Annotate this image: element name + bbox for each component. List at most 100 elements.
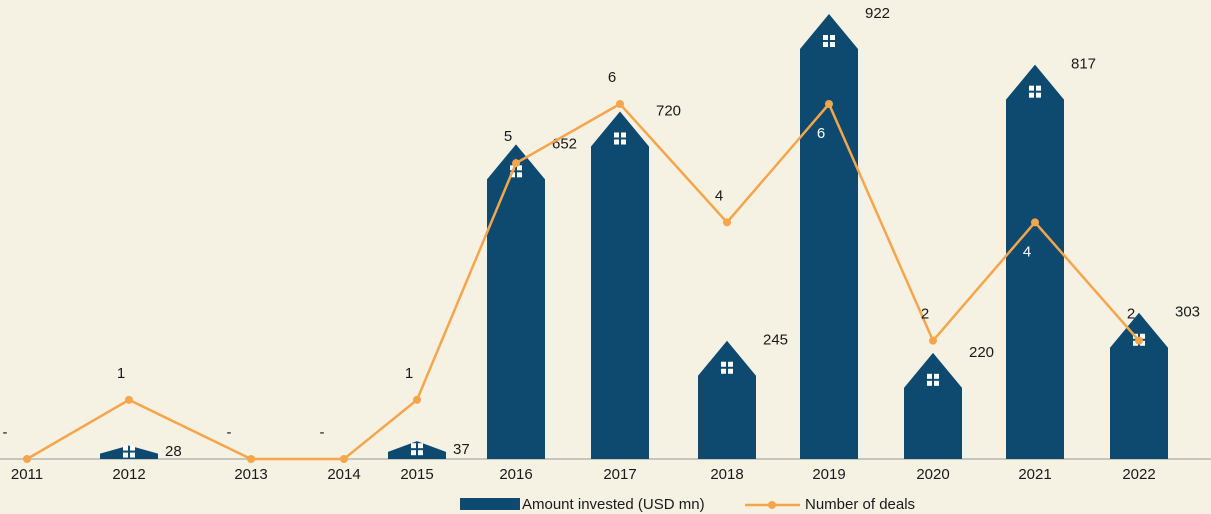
x-tick-label: 2011 (11, 466, 43, 483)
legend-label: Amount invested (USD mn) (522, 496, 705, 513)
window-pane (130, 445, 135, 451)
amount-label: 28 (165, 443, 182, 460)
window-icon (1029, 85, 1041, 98)
window-pane (830, 35, 835, 40)
window-pane (830, 42, 835, 47)
house-bar (800, 14, 858, 459)
window-pane (517, 172, 522, 178)
deals-label: - (320, 424, 325, 441)
window-pane (621, 139, 626, 145)
x-tick-label: 2017 (603, 466, 636, 483)
window-pane (1036, 85, 1041, 91)
house-bar (904, 352, 962, 459)
x-tick-label: 2021 (1018, 466, 1051, 483)
deals-label: 1 (405, 365, 413, 382)
window-pane (721, 368, 726, 374)
legend-swatch (460, 498, 520, 510)
window-pane (823, 42, 828, 47)
amount-label: 220 (969, 344, 994, 361)
deals-label: 1 (117, 365, 125, 382)
window-icon (927, 373, 939, 386)
window-pane (614, 132, 619, 138)
window-pane (130, 452, 135, 458)
window-pane (1036, 92, 1041, 98)
window-pane (1133, 340, 1138, 346)
house-bar (388, 441, 446, 459)
house-bar (100, 445, 158, 459)
window-pane (418, 443, 423, 449)
deals-point (929, 336, 937, 345)
window-pane (927, 373, 932, 379)
amount-label: 922 (865, 5, 890, 22)
house-bar (1110, 312, 1168, 459)
window-pane (1029, 85, 1034, 91)
deals-line (26, 101, 1140, 461)
house-bar (487, 144, 545, 460)
x-tick-label: 2015 (400, 466, 433, 483)
amount-label: 720 (656, 102, 681, 119)
deals-label: 4 (715, 187, 723, 204)
house-bar (698, 340, 756, 459)
window-icon (411, 443, 423, 456)
deals-label: 6 (817, 125, 825, 142)
deals-point (1031, 218, 1039, 227)
window-pane (123, 452, 128, 458)
window-pane (823, 35, 828, 40)
x-tick-label: 2022 (1122, 466, 1155, 483)
window-pane (411, 443, 416, 449)
window-pane (411, 450, 416, 456)
window-pane (123, 445, 128, 451)
amount-label: 817 (1071, 56, 1096, 73)
deals-point (825, 100, 833, 108)
amount-label: 245 (763, 332, 788, 349)
deals-point (247, 455, 255, 463)
deals-point (23, 455, 31, 463)
window-pane (614, 139, 619, 145)
window-pane (621, 132, 626, 138)
x-tick-label: 2018 (710, 466, 743, 483)
house-bar (1006, 64, 1064, 460)
window-pane (1140, 340, 1145, 346)
house-bar (591, 111, 649, 460)
window-pane (510, 172, 515, 178)
x-tick-label: 2014 (327, 466, 360, 483)
deals-label: - (3, 424, 8, 441)
deals-label: 2 (1127, 306, 1135, 323)
amount-label: 652 (552, 135, 577, 152)
deals-point (512, 159, 520, 168)
deals-label: 5 (504, 128, 512, 145)
window-pane (934, 373, 939, 379)
window-pane (1029, 92, 1034, 98)
x-tick-label: 2013 (234, 466, 267, 483)
window-icon (510, 165, 522, 178)
window-pane (728, 368, 733, 374)
window-pane (728, 361, 733, 367)
deals-point (1135, 336, 1143, 345)
deals-label: 4 (1023, 243, 1031, 260)
window-pane (721, 361, 726, 367)
window-pane (418, 450, 423, 456)
window-pane (934, 380, 939, 386)
window-icon (614, 132, 626, 145)
x-tick-label: 2020 (916, 466, 949, 483)
deals-point (125, 395, 133, 404)
window-pane (1140, 333, 1145, 339)
deals-point (413, 395, 421, 404)
legend-point (768, 501, 776, 509)
legend-label: Number of deals (805, 496, 915, 513)
deals-point (723, 218, 731, 227)
window-icon (823, 35, 835, 47)
deals-label: 2 (921, 306, 929, 323)
window-pane (927, 380, 932, 386)
deals-point (340, 455, 348, 463)
deals-label: 6 (608, 69, 616, 86)
deals-label: - (227, 424, 232, 441)
amount-label: 303 (1175, 304, 1200, 321)
amount-label: 37 (453, 441, 470, 458)
x-tick-label: 2016 (499, 466, 532, 483)
window-icon (721, 361, 733, 374)
deals-point (616, 100, 624, 108)
window-pane (510, 165, 515, 171)
